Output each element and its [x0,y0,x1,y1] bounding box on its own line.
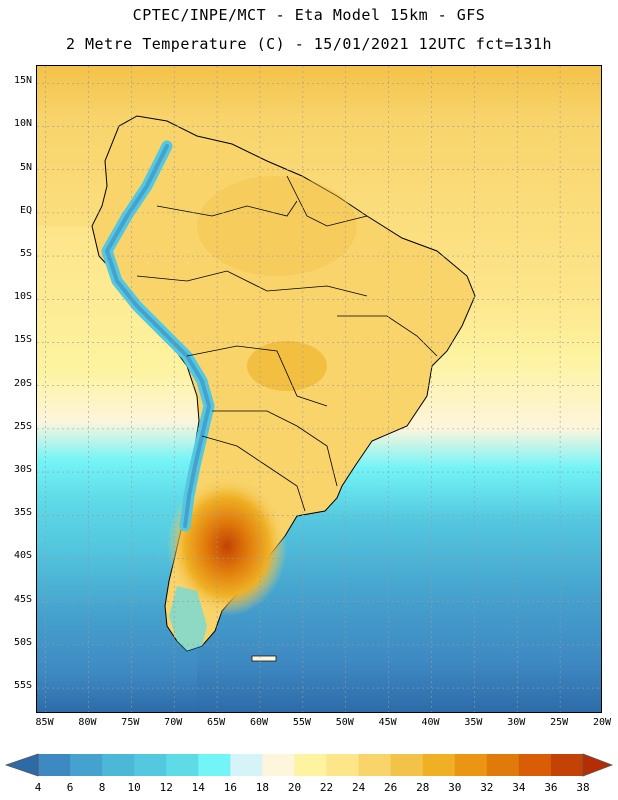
colorbar-label: 32 [480,781,494,794]
colorbar-label: 14 [191,781,205,794]
colorbar-cell [166,754,199,776]
lat-label: 10N [13,118,32,130]
lat-label: 35S [13,507,32,519]
lat-label: 55S [13,680,32,692]
colorbar-cell [38,754,71,776]
country-borders [136,175,438,512]
colorbar-label: 30 [448,781,462,794]
lon-label: 85W [35,717,54,728]
colorbar-cell [134,754,167,776]
colorbar-label: 36 [544,781,558,794]
lon-label: 40W [421,717,440,728]
colorbar-label: 38 [576,781,590,794]
temperature-field-svg [37,66,601,712]
map-title-line-2: 2 Metre Temperature (C) - 15/01/2021 12U… [65,35,553,53]
lat-lon-grid [37,66,601,712]
lon-label: 25W [550,717,569,728]
lon-label: 30W [507,717,526,728]
central-hot-region [247,341,327,391]
colorbar-label: 22 [319,781,334,794]
colorbar-label: 10 [127,781,141,794]
lat-label: 25S [13,420,32,432]
colorbar-cell [198,754,231,776]
colorbar-label: 4 [34,781,42,794]
colorbar-label: 26 [384,781,398,794]
falkland-islands [251,655,277,662]
colorbar-cell [550,754,584,776]
andes-cold-core [105,144,211,528]
colorbar-label: 34 [512,781,526,794]
argentina-hot-region [167,476,287,616]
colorbar-cell [454,754,488,776]
lat-label: 40S [13,550,32,562]
colorbar-cell [230,754,263,776]
lat-label: 5N [19,161,32,173]
colorbar-label: 16 [223,781,237,794]
colorbar-cell [518,754,552,776]
lat-label: 50S [13,636,32,648]
lat-label: 20S [13,377,32,389]
colorbar-right-arrow-icon [582,753,614,777]
amazon-warm-region [197,176,357,276]
lon-label: 50W [335,717,354,728]
colorbar-cell [486,754,520,776]
colorbar-cell [102,754,135,776]
colorbar-cell [262,754,295,776]
temperature-colorbar [4,753,614,777]
lon-label: 80W [78,717,97,728]
colorbar-label: 12 [159,781,173,794]
colorbar-cell [422,754,456,776]
lat-label: 15N [13,75,32,87]
lat-label: EQ [19,204,32,216]
colorbar-label: 8 [98,781,106,794]
colorbar-label: 24 [351,781,366,794]
colorbar-cell [358,754,392,776]
colorbar-cell [326,754,360,776]
lon-label: 20W [592,717,612,728]
lat-label: 15S [13,334,32,346]
lat-label: 45S [13,593,32,605]
lon-label: 55W [292,717,311,728]
colorbar-label: 20 [287,781,302,794]
colorbar-cell [70,754,103,776]
colorbar-label: 6 [66,781,74,794]
map-title-line-1: CPTEC/INPE/MCT - Eta Model 15km - GFS [132,6,486,24]
colorbar-cell [294,754,328,776]
colorbar-label: 18 [255,781,270,794]
temperature-map [36,65,602,713]
colorbar-label: 28 [416,781,430,794]
lat-label: 10S [13,291,32,303]
colorbar-cell [390,754,424,776]
lon-label: 65W [207,717,226,728]
lat-label: 5S [19,248,32,260]
lon-label: 60W [249,717,268,728]
patagonia-cool-region [169,586,207,651]
lon-label: 35W [464,717,483,728]
colorbar-left-arrow-icon [4,753,39,777]
lon-label: 75W [121,717,140,728]
lat-label: 30S [13,464,32,476]
lon-label: 45W [378,717,397,728]
lon-label: 70W [164,717,183,728]
